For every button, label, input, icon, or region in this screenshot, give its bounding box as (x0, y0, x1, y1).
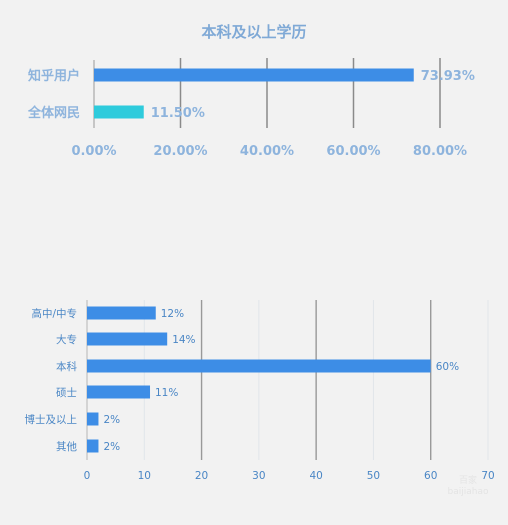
watermark-line: baijiahao (448, 487, 489, 497)
x-tick-label: 50 (367, 470, 380, 482)
x-tick-label: 10 (138, 470, 151, 482)
bar (87, 306, 156, 320)
x-tick-label: 60.00% (326, 144, 380, 159)
bar (87, 439, 99, 453)
x-tick-label: 70 (481, 470, 494, 482)
watermark-line: 百家 (459, 474, 477, 486)
bar (87, 359, 431, 373)
category-label: 本科 (56, 360, 77, 373)
x-tick-label: 20 (195, 470, 208, 482)
chart-title: 本科及以上学历 (201, 23, 306, 41)
x-tick-label: 40 (309, 470, 322, 482)
category-label: 高中/中专 (31, 307, 77, 320)
x-tick-label: 40.00% (240, 144, 294, 159)
category-label: 知乎用户 (28, 68, 80, 84)
category-label: 博士及以上 (25, 413, 78, 426)
x-tick-label: 30 (252, 470, 265, 482)
data-label: 14% (172, 334, 195, 346)
category-label: 全体网民 (27, 105, 80, 121)
bar (87, 412, 99, 426)
category-label: 硕士 (56, 386, 77, 399)
x-tick-label: 60 (424, 470, 437, 482)
data-label: 2% (103, 414, 120, 426)
bar (87, 385, 151, 399)
data-label: 2% (103, 441, 120, 453)
x-tick-label: 0 (84, 470, 91, 482)
data-label: 60% (436, 361, 459, 373)
bar (94, 68, 414, 82)
data-label: 12% (161, 308, 184, 320)
x-tick-label: 20.00% (153, 144, 207, 159)
category-label: 大专 (56, 333, 77, 346)
data-label: 73.93% (421, 69, 475, 84)
data-label: 11.50% (151, 106, 205, 121)
category-label: 其他 (56, 440, 77, 453)
x-tick-label: 0.00% (71, 144, 116, 159)
x-tick-label: 80.00% (413, 144, 467, 159)
bar (94, 105, 144, 119)
data-label: 11% (155, 387, 178, 399)
bar (87, 332, 168, 346)
